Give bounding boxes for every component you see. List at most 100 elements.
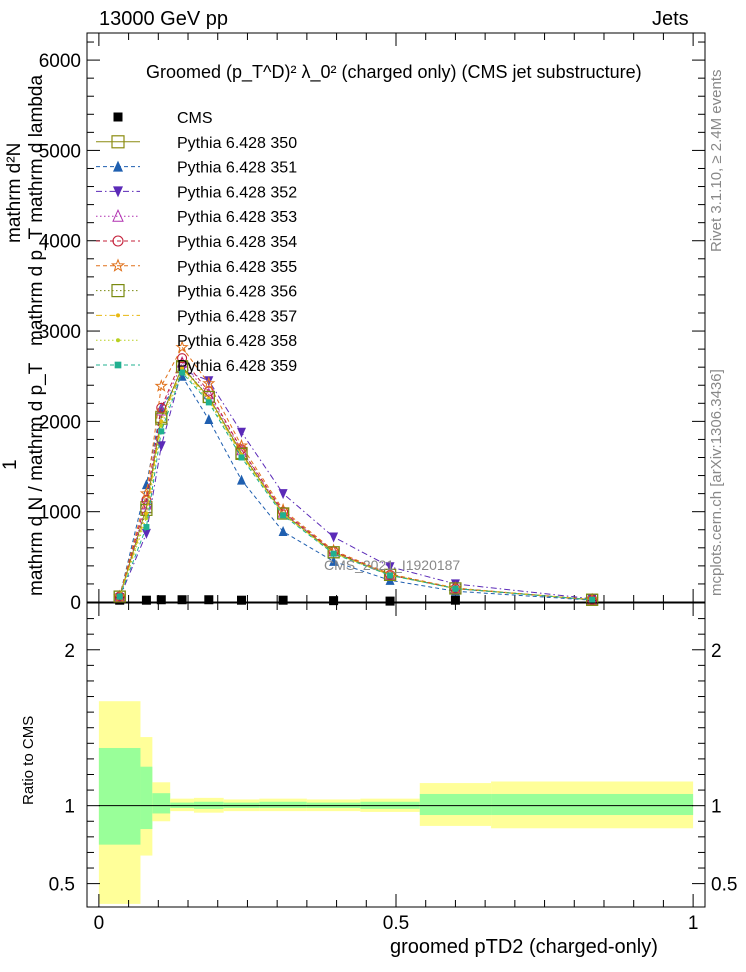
- marker-dot: [116, 313, 120, 318]
- marker-square: [141, 595, 151, 605]
- legend: CMS Pythia 6.428 350 Pythia 6.428 351 Pythi…: [96, 110, 297, 375]
- marker-dot: [116, 338, 120, 343]
- ratio-y-tick-label-right: 1: [711, 797, 722, 818]
- series-line-9: [119, 369, 593, 601]
- ratio-band-stat: [259, 801, 307, 809]
- marker-square: [278, 595, 288, 605]
- marker-triangle-up-open: [156, 403, 167, 416]
- plot-title: Groomed (p_T^D)² λ_0² (charged only) (CM…: [146, 62, 642, 82]
- y-tick-label: 0: [70, 593, 81, 614]
- watermark: CMS_2021_I1920187: [324, 557, 461, 573]
- y-tick-label: 6000: [39, 51, 81, 72]
- legend-label: Pythia 6.428 351: [177, 160, 297, 177]
- y-axis-label-line4: mathrm d N / mathrm d p_T: [26, 362, 47, 596]
- legend-label: Pythia 6.428 352: [177, 184, 297, 201]
- marker-square-small: [238, 454, 245, 461]
- legend-label: Pythia 6.428 355: [177, 259, 297, 276]
- x-tick-label: 0: [94, 913, 105, 934]
- marker-triangle-down: [113, 186, 123, 198]
- marker-circle-open: [177, 353, 188, 364]
- marker-square-small: [114, 361, 122, 369]
- marker-square: [113, 112, 123, 122]
- header-right: Jets: [652, 8, 689, 30]
- y-tick-label: 3000: [39, 322, 81, 343]
- y-axis-label-line2: mathrm d p_T mathrm d lambda: [26, 74, 47, 346]
- header-left: 13000 GeV pp: [99, 8, 228, 30]
- ratio-band-stat: [152, 793, 171, 814]
- marker-square-small: [452, 585, 459, 592]
- ratio-y-tick-label-right: 2: [711, 641, 722, 662]
- ratio-y-tick-label: 2: [64, 641, 75, 662]
- marker-star-open: [110, 258, 126, 272]
- marker-triangle-up: [329, 555, 339, 566]
- marker-square: [450, 595, 460, 605]
- marker-triangle-down: [141, 528, 151, 539]
- marker-square-small: [589, 596, 596, 603]
- ratio-band-stat: [491, 793, 694, 816]
- marker-square-open: [113, 590, 126, 603]
- y-tick-label: 2000: [39, 412, 81, 433]
- marker-square-open: [111, 284, 125, 298]
- main-plot: 0 1000 2000 3000 4000 5000 6000: [39, 32, 706, 614]
- legend-label: Pythia 6.428 356: [177, 284, 297, 301]
- y-tick-label: 5000: [39, 141, 81, 162]
- marker-square: [177, 595, 187, 605]
- marker-star-open: [202, 376, 216, 390]
- mcplots-label: mcplots.cern.ch [arXiv:1306.3436]: [708, 369, 725, 596]
- marker-square-small: [143, 524, 150, 531]
- marker-triangle-up: [204, 414, 214, 425]
- x-tick-label: 1: [688, 913, 699, 934]
- y-tick-label: 4000: [39, 232, 81, 253]
- x-axis-label: groomed pTD2 (charged-only): [390, 936, 658, 958]
- marker-square: [156, 595, 166, 605]
- marker-circle-open: [112, 235, 124, 247]
- legend-label: Pythia 6.428 359: [177, 358, 297, 375]
- marker-square-open: [383, 568, 397, 582]
- marker-square-open: [327, 546, 340, 559]
- marker-circle-open: [156, 402, 167, 413]
- ratio-band-stat: [140, 766, 153, 830]
- marker-triangle-down: [329, 532, 339, 543]
- marker-star-open: [175, 340, 189, 354]
- marker-square: [385, 596, 395, 606]
- series-line-5: [119, 357, 593, 601]
- marker-square-small: [116, 593, 123, 600]
- ratio-band-stat: [419, 793, 492, 816]
- ratio-y-tick-label: 1: [64, 797, 75, 818]
- ratio-plot: 0.5 0.5 1 1 2 2 0 0.5 1: [49, 602, 737, 934]
- marker-square-small: [280, 512, 287, 519]
- marker-square-small: [158, 428, 165, 435]
- ratio-y-tick-label-right: 0.5: [711, 875, 737, 896]
- marker-triangle-down: [278, 489, 288, 500]
- marker-triangle-down: [204, 376, 214, 387]
- marker-triangle-up: [113, 160, 123, 172]
- legend-label: Pythia 6.428 357: [177, 308, 297, 325]
- marker-dot: [159, 419, 164, 424]
- marker-square: [237, 595, 246, 605]
- marker-triangle-up: [278, 526, 288, 537]
- marker-square-open: [276, 507, 290, 520]
- y-tick-label: 1000: [39, 503, 81, 524]
- marker-square-small: [205, 399, 212, 406]
- marker-square-small: [330, 550, 337, 557]
- marker-triangle-down: [156, 441, 166, 452]
- x-tick-label: 0.5: [383, 913, 409, 934]
- marker-square: [329, 596, 339, 606]
- marker-dot: [144, 516, 149, 521]
- y-axis-label-line3: 1: [0, 459, 21, 470]
- marker-dot: [159, 423, 164, 428]
- legend-label: Pythia 6.428 350: [177, 135, 297, 152]
- marker-triangle-up: [237, 474, 246, 485]
- y-axis-label-line1: mathrm d²N: [4, 142, 25, 243]
- ratio-y-tick-label: 0.5: [49, 875, 75, 896]
- marker-star-open: [154, 379, 168, 392]
- ratio-y-axis-label: Ratio to CMS: [20, 715, 37, 805]
- ratio-band-stat: [98, 747, 141, 845]
- marker-square-open: [111, 135, 125, 149]
- marker-square-small: [387, 572, 394, 579]
- marker-triangle-down: [237, 427, 246, 438]
- legend-label: CMS: [177, 110, 213, 127]
- marker-square-small: [179, 369, 186, 376]
- legend-label: Pythia 6.428 354: [177, 234, 297, 251]
